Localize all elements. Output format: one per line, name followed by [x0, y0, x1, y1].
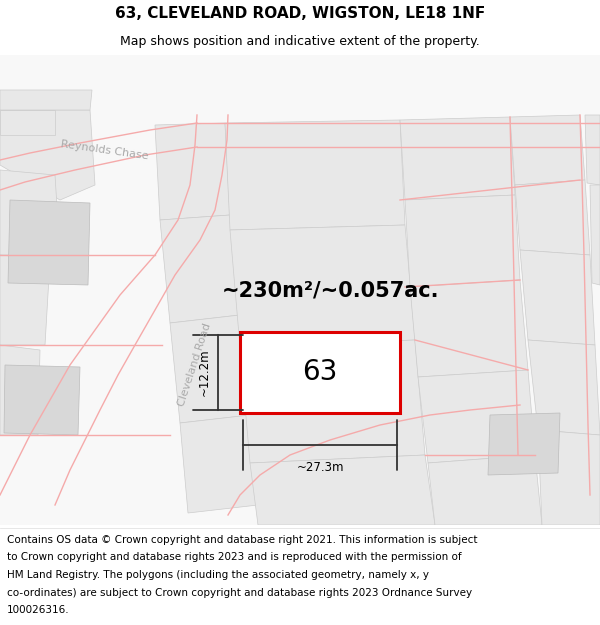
Polygon shape [230, 225, 415, 347]
Polygon shape [405, 195, 520, 287]
Polygon shape [225, 120, 405, 230]
Polygon shape [428, 455, 542, 525]
Polygon shape [0, 110, 55, 135]
Text: 100026316.: 100026316. [7, 605, 70, 615]
Polygon shape [0, 345, 40, 435]
Polygon shape [528, 340, 600, 435]
Text: 63, CLEVELAND ROAD, WIGSTON, LE18 1NF: 63, CLEVELAND ROAD, WIGSTON, LE18 1NF [115, 6, 485, 21]
Polygon shape [515, 180, 590, 255]
Text: HM Land Registry. The polygons (including the associated geometry, namely x, y: HM Land Registry. The polygons (includin… [7, 570, 429, 580]
Polygon shape [155, 123, 230, 220]
Polygon shape [520, 250, 595, 345]
Polygon shape [240, 340, 425, 463]
Polygon shape [510, 115, 585, 185]
Polygon shape [0, 90, 92, 110]
Polygon shape [4, 365, 80, 435]
Polygon shape [170, 315, 250, 423]
Polygon shape [418, 370, 535, 463]
Text: co-ordinates) are subject to Crown copyright and database rights 2023 Ordnance S: co-ordinates) are subject to Crown copyr… [7, 588, 472, 598]
Polygon shape [160, 215, 240, 323]
Text: Reynolds Chase: Reynolds Chase [61, 139, 149, 161]
Text: Contains OS data © Crown copyright and database right 2021. This information is : Contains OS data © Crown copyright and d… [7, 535, 478, 545]
Polygon shape [8, 200, 90, 285]
Polygon shape [0, 110, 95, 200]
Polygon shape [590, 185, 600, 285]
Text: ~27.3m: ~27.3m [296, 461, 344, 474]
Polygon shape [488, 413, 560, 475]
Polygon shape [410, 280, 528, 377]
Text: ~230m²/~0.057ac.: ~230m²/~0.057ac. [221, 280, 439, 300]
Polygon shape [0, 170, 60, 255]
Polygon shape [538, 430, 600, 525]
Bar [240, 332, 400, 413]
Text: 63: 63 [302, 359, 338, 386]
Polygon shape [400, 117, 515, 200]
Text: to Crown copyright and database rights 2023 and is reproduced with the permissio: to Crown copyright and database rights 2… [7, 552, 462, 562]
Polygon shape [585, 115, 600, 185]
Text: Map shows position and indicative extent of the property.: Map shows position and indicative extent… [120, 35, 480, 48]
Text: ~12.2m: ~12.2m [197, 349, 211, 396]
Polygon shape [180, 415, 258, 513]
Polygon shape [250, 455, 435, 525]
Text: Cleveland Road: Cleveland Road [177, 322, 213, 408]
Polygon shape [0, 255, 50, 345]
